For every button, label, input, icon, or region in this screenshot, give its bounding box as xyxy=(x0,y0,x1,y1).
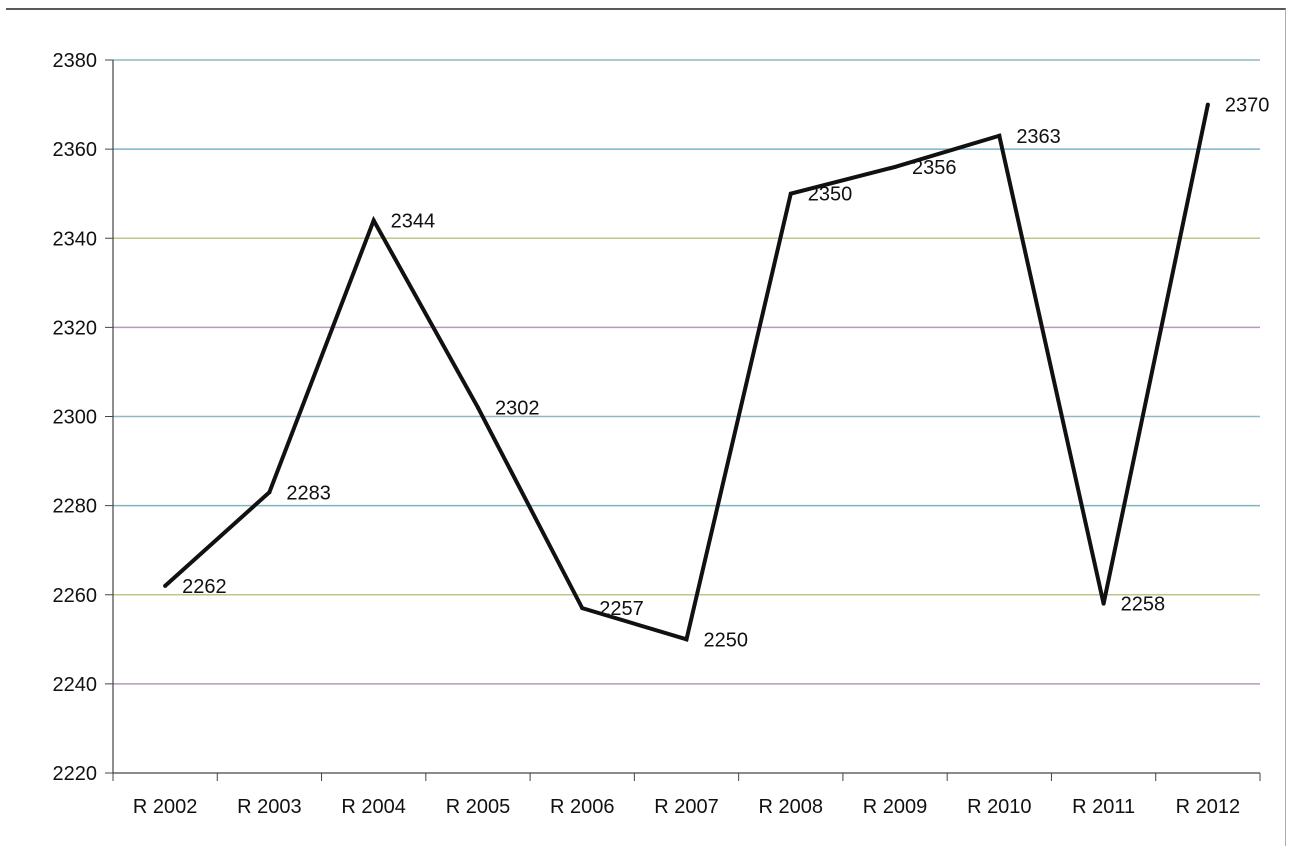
x-tick-label: R 2009 xyxy=(863,796,928,818)
data-label: 2344 xyxy=(391,210,436,232)
data-label: 2356 xyxy=(912,157,957,179)
chart-frame xyxy=(6,8,1286,846)
data-label: 2283 xyxy=(286,482,331,504)
x-tick-label: R 2012 xyxy=(1176,796,1241,818)
x-tick-label: R 2008 xyxy=(759,796,824,818)
y-tick-label: 2240 xyxy=(53,674,98,696)
y-tick-label: 2320 xyxy=(53,317,98,339)
x-tick-labels: R 2002 R 2003 R 2004 R 2005 R 2006 R 2007 R 20… xyxy=(133,796,1240,818)
y-tick-label: 2360 xyxy=(53,139,98,161)
y-tick-labels: 2220 2240 2260 2280 2300 2320 2340 2360 2380 xyxy=(53,50,98,785)
data-point xyxy=(475,405,480,410)
x-tick-label: R 2005 xyxy=(446,796,511,818)
x-tick-label: R 2004 xyxy=(341,796,406,818)
y-tick-label: 2280 xyxy=(53,496,98,518)
x-tick-label: R 2002 xyxy=(133,796,198,818)
data-point xyxy=(580,606,585,611)
x-tick-label: R 2003 xyxy=(237,796,302,818)
x-tick-label: R 2006 xyxy=(550,796,615,818)
y-tick-label: 2300 xyxy=(53,407,98,429)
y-tick-label: 2380 xyxy=(53,50,98,72)
data-label: 2250 xyxy=(704,629,749,651)
data-labels: 2262 2283 2344 2302 2257 2250 2350 2356 2363 2258… xyxy=(182,95,1269,652)
axes xyxy=(105,59,1261,781)
data-point xyxy=(893,164,898,169)
data-label: 2258 xyxy=(1121,594,1166,616)
data-label: 2302 xyxy=(495,398,540,420)
x-tick-label: R 2011 xyxy=(1072,796,1135,818)
data-point xyxy=(371,218,376,223)
gridlines xyxy=(113,59,1260,685)
x-tick-label: R 2007 xyxy=(654,796,719,818)
data-point xyxy=(684,637,689,642)
series-line-path xyxy=(163,104,1210,642)
data-point xyxy=(1101,601,1106,606)
data-point xyxy=(997,133,1002,138)
x-tick-label: R 2010 xyxy=(967,796,1032,818)
data-label: 2350 xyxy=(808,184,853,206)
y-tick-label: 2260 xyxy=(53,585,98,607)
data-label: 2262 xyxy=(182,576,227,598)
data-point xyxy=(163,583,168,588)
y-tick-label: 2220 xyxy=(53,763,98,785)
data-label: 2370 xyxy=(1225,95,1270,117)
data-point xyxy=(267,490,272,495)
series-line xyxy=(163,102,1210,642)
data-point xyxy=(1205,102,1210,107)
data-label: 2363 xyxy=(1016,126,1060,148)
data-label: 2257 xyxy=(599,598,644,620)
y-tick-label: 2340 xyxy=(53,228,98,250)
data-point xyxy=(788,191,793,196)
